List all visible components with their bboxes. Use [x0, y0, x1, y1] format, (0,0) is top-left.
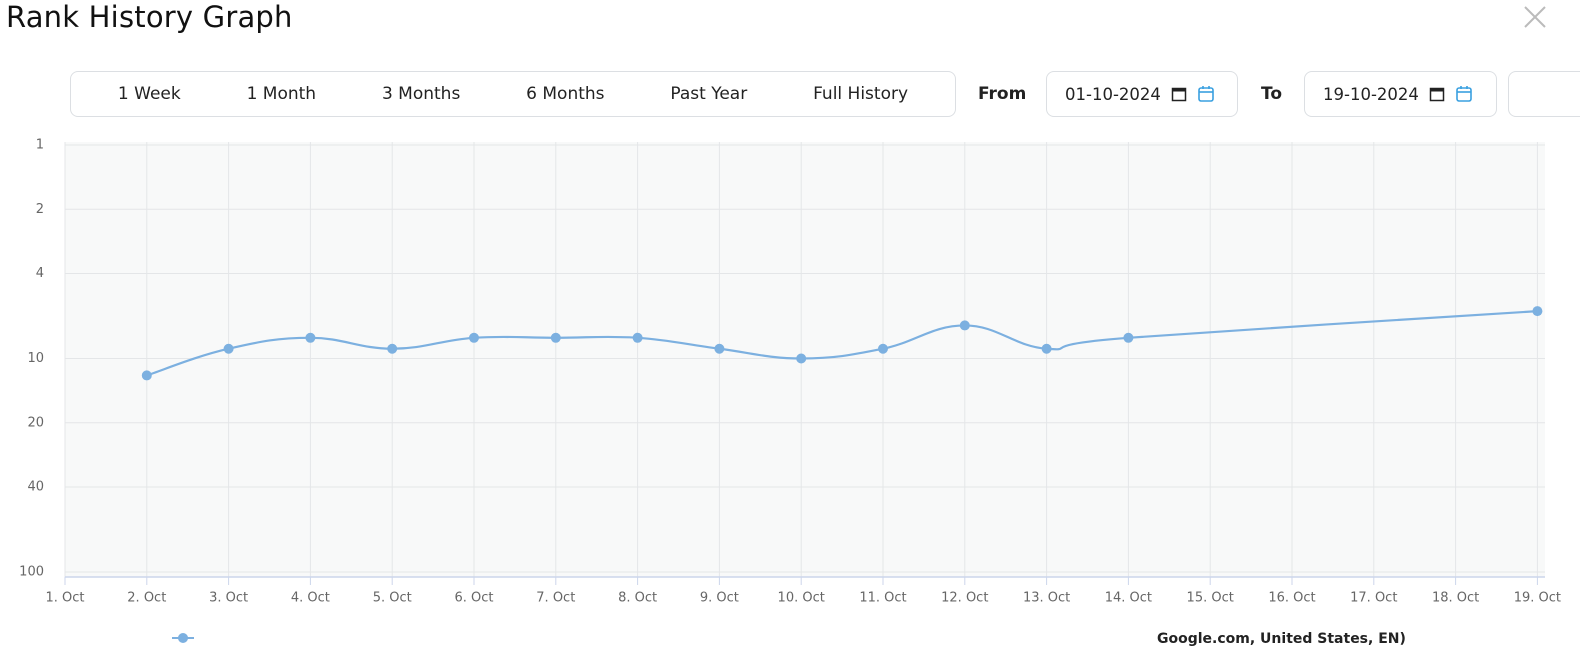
- x-tick-label: 4. Oct: [291, 591, 330, 606]
- calendar-icon: [1171, 87, 1187, 102]
- x-tick-label: 17. Oct: [1350, 591, 1397, 606]
- range-button[interactable]: Past Year: [670, 84, 748, 104]
- x-tick-label: 1. Oct: [45, 591, 84, 606]
- range-button[interactable]: Full History: [813, 84, 909, 104]
- x-tick-label: 15. Oct: [1187, 591, 1234, 606]
- x-tick-label: 14. Oct: [1105, 591, 1152, 606]
- calendar-icon-blue[interactable]: [1455, 85, 1473, 103]
- x-tick-label: 8. Oct: [618, 591, 657, 606]
- from-label: From: [978, 84, 1027, 104]
- y-tick-label: 4: [36, 266, 44, 281]
- from-date-text: 01-10-2024: [1065, 84, 1161, 104]
- to-label: To: [1261, 84, 1283, 104]
- y-tick-label: 10: [27, 351, 44, 366]
- x-tick-label: 11. Oct: [859, 591, 906, 606]
- x-tick-label: 19. Oct: [1514, 591, 1561, 606]
- x-tick-label: 18. Oct: [1432, 591, 1479, 606]
- x-tick-label: 6. Oct: [454, 591, 493, 606]
- data-point: [1532, 306, 1543, 317]
- x-tick-label: 3. Oct: [209, 591, 248, 606]
- y-tick-label: 20: [27, 415, 44, 430]
- close-button[interactable]: [1522, 4, 1548, 30]
- to-date[interactable]: 19-10-2024: [1304, 71, 1497, 117]
- range-button[interactable]: 3 Months: [381, 84, 461, 104]
- y-tick-label: 100: [19, 565, 44, 580]
- data-point: [223, 343, 234, 354]
- to-date-text: 19-10-2024: [1323, 84, 1419, 104]
- data-point: [305, 332, 316, 343]
- y-tick-label: 2: [36, 202, 44, 217]
- x-tick-label: 9. Oct: [700, 591, 739, 606]
- range-button[interactable]: 1 Week: [117, 84, 181, 104]
- y-tick-label: 1: [36, 138, 44, 153]
- data-point: [1041, 343, 1052, 354]
- calendar-icon-blue[interactable]: [1197, 85, 1215, 103]
- range-button[interactable]: 1 Month: [246, 84, 317, 104]
- x-tick-label: 5. Oct: [373, 591, 412, 606]
- data-point: [796, 353, 807, 364]
- data-point: [387, 343, 398, 354]
- x-tick-label: 12. Oct: [941, 591, 988, 606]
- y-tick-label: 40: [27, 480, 44, 495]
- calendar-icon: [1429, 87, 1445, 102]
- legend-note: Google.com, United States, EN): [1157, 631, 1406, 647]
- data-point: [1123, 332, 1134, 343]
- range-selector: 1 Week 1 Month 3 Months 6 Months Past Year Fu…: [70, 71, 956, 117]
- legend-marker: [178, 633, 188, 643]
- data-point: [141, 370, 152, 381]
- x-tick-label: 2. Oct: [127, 591, 166, 606]
- x-tick-label: 16. Oct: [1268, 591, 1315, 606]
- x-tick-label: 7. Oct: [536, 591, 575, 606]
- x-tick-label: 10. Oct: [778, 591, 825, 606]
- x-tick-label: 13. Oct: [1023, 591, 1070, 606]
- data-point: [632, 332, 643, 343]
- extra-control[interactable]: [1508, 71, 1580, 117]
- data-point: [878, 343, 888, 354]
- range-button[interactable]: 6 Months: [526, 84, 605, 104]
- from-date[interactable]: 01-10-2024: [1046, 71, 1238, 117]
- data-point: [550, 332, 561, 343]
- title: Rank History Graph: [6, 0, 293, 34]
- data-point: [714, 343, 725, 354]
- data-point: [959, 320, 970, 331]
- data-point: [469, 332, 479, 343]
